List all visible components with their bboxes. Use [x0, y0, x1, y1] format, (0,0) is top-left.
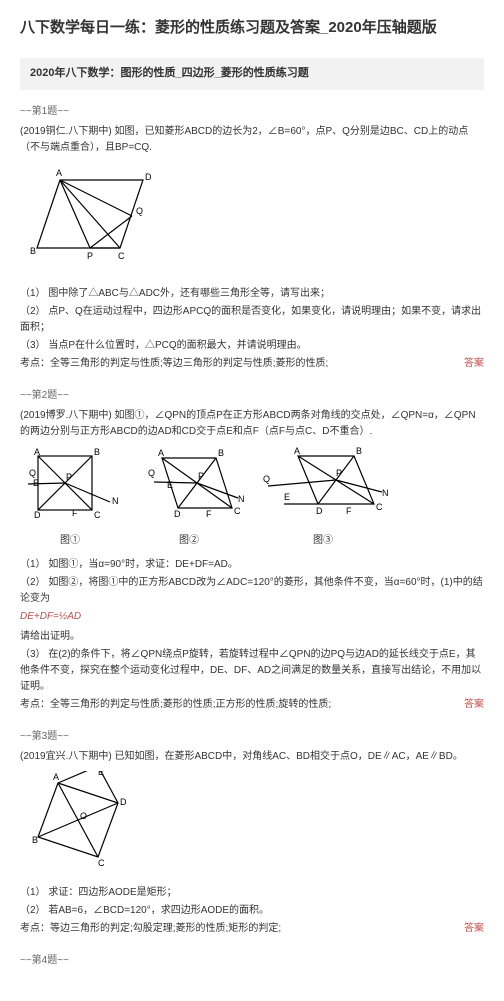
svg-text:D: D: [120, 797, 127, 807]
svg-text:F: F: [346, 506, 352, 516]
svg-text:B: B: [218, 448, 224, 458]
q1-exam-points: 考点：全等三角形的判定与性质;等边三角形的判定与性质;菱形的性质;: [20, 356, 328, 372]
svg-text:D: D: [34, 510, 41, 520]
svg-text:Q: Q: [263, 474, 270, 484]
question-4: ~~第4题~~: [20, 953, 484, 969]
q3-part1: （1） 求证：四边形AODE是矩形；: [20, 885, 484, 901]
svg-text:A: A: [56, 168, 62, 178]
svg-text:E: E: [167, 480, 173, 490]
question-3: ~~第3题~~ (2019宜兴.八下期中) 已知如图，在菱形ABCD中，对角线A…: [20, 729, 484, 938]
svg-text:P: P: [198, 471, 204, 481]
q3-answer-link[interactable]: 答案: [464, 921, 484, 937]
q1-figure: A D B C P Q: [20, 162, 484, 279]
svg-text:D: D: [174, 509, 181, 519]
q1-part2: （2） 点P、Q在运动过程中，四边形APCQ的面积是否变化，如果变化，请说明理由…: [20, 304, 484, 336]
svg-text:F: F: [206, 509, 212, 519]
q2-answer-link[interactable]: 答案: [464, 697, 484, 713]
q1-part3: （3） 当点P在什么位置时，△PCQ的面积最大，并请说明理由。: [20, 338, 484, 354]
svg-text:F: F: [72, 508, 78, 518]
svg-text:C: C: [234, 506, 241, 516]
svg-text:N: N: [238, 494, 244, 504]
q1-head: ~~第1题~~: [20, 104, 484, 120]
q3-part2: （2） 若AB=6，∠BCD=120°，求四边形AODE的面积。: [20, 903, 484, 919]
q4-head: ~~第4题~~: [20, 953, 484, 969]
svg-text:Q: Q: [29, 468, 36, 478]
svg-text:E: E: [98, 771, 104, 777]
q3-exam-points: 考点：等边三角形的判定;勾股定理;菱形的性质;矩形的判定;: [20, 921, 281, 937]
svg-text:B: B: [32, 835, 38, 845]
svg-text:B: B: [356, 446, 362, 456]
svg-text:O: O: [80, 811, 87, 821]
svg-text:N: N: [112, 496, 119, 506]
svg-text:Q: Q: [148, 468, 155, 478]
svg-text:A: A: [294, 446, 300, 456]
svg-text:A: A: [53, 772, 59, 782]
svg-text:P: P: [87, 251, 93, 261]
q1-stem: (2019铜仁.八下期中) 如图，已知菱形ABCD的边长为2，∠B=60°，点P…: [20, 124, 484, 156]
svg-text:C: C: [118, 251, 125, 261]
svg-text:D: D: [316, 506, 323, 516]
svg-text:P: P: [336, 468, 342, 478]
q3-figure: A D B C O E: [20, 771, 484, 878]
q2-part2: （2） 如图②，将图①中的正方形ABCD改为∠ADC=120°的菱形，其他条件不…: [20, 575, 484, 607]
q1-part1: （1） 图中除了△ABC与△ADC外，还有哪些三角形全等，请写出来；: [20, 286, 484, 302]
svg-text:A: A: [34, 447, 40, 457]
page-title: 八下数学每日一练：菱形的性质练习题及答案_2020年压轴题版: [20, 16, 484, 40]
svg-text:A: A: [158, 448, 164, 458]
question-2: ~~第2题~~ (2019博罗.八下期中) 如图①，∠QPN的顶点P在正方形AB…: [20, 388, 484, 713]
svg-text:P: P: [66, 472, 72, 482]
svg-text:E: E: [33, 478, 39, 488]
svg-text:E: E: [284, 492, 290, 502]
subtitle-bar: 2020年八下数学：图形的性质_四边形_菱形的性质练习题: [20, 58, 484, 90]
q2-exam-points: 考点：全等三角形的判定与性质;菱形的性质;正方形的性质;旋转的性质;: [20, 697, 331, 713]
q3-head: ~~第3题~~: [20, 729, 484, 745]
q2-part1: （1） 如图①，当α=90°时，求证：DE+DF=AD。: [20, 557, 484, 573]
q2-cap2: 图②: [134, 533, 244, 549]
svg-text:D: D: [145, 172, 152, 182]
q2-head: ~~第2题~~: [20, 388, 484, 404]
q1-answer-link[interactable]: 答案: [464, 356, 484, 372]
q2-part2b: 请给出证明。: [20, 629, 484, 645]
svg-text:B: B: [30, 246, 36, 256]
svg-text:C: C: [376, 502, 383, 512]
q2-part3: （3） 在(2)的条件下，将∠QPN绕点P旋转，若旋转过程中∠QPN的边PQ与边…: [20, 647, 484, 695]
svg-text:C: C: [98, 858, 105, 868]
q2-figures: Q N A B D C E P F 图① Q N: [20, 446, 484, 549]
q2-math: DE+DF=½AD: [20, 609, 484, 625]
svg-text:B: B: [94, 447, 100, 457]
q2-cap3: 图③: [258, 533, 388, 549]
question-1: ~~第1题~~ (2019铜仁.八下期中) 如图，已知菱形ABCD的边长为2，∠…: [20, 104, 484, 373]
q2-stem: (2019博罗.八下期中) 如图①，∠QPN的顶点P在正方形ABCD两条对角线的…: [20, 408, 484, 440]
svg-text:N: N: [382, 488, 388, 498]
svg-text:C: C: [94, 510, 101, 520]
q2-cap1: 图①: [20, 533, 120, 549]
q3-stem: (2019宜兴.八下期中) 已知如图，在菱形ABCD中，对角线AC、BD相交于点…: [20, 749, 484, 765]
svg-text:Q: Q: [136, 206, 143, 216]
